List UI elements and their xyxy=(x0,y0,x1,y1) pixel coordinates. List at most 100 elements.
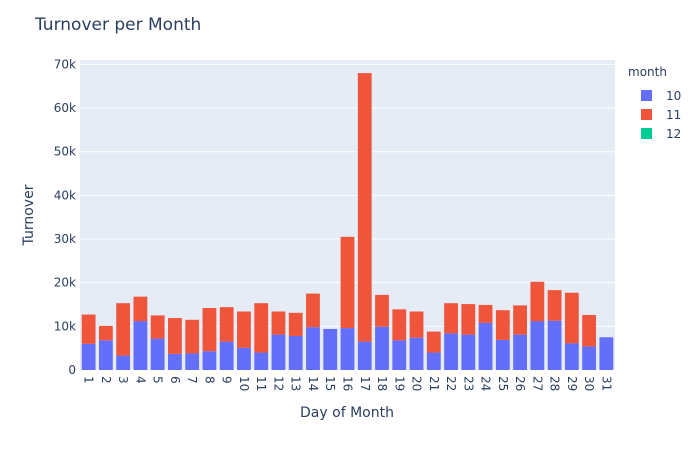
x-tick-label: 15 xyxy=(323,376,337,391)
bar-month-10-day-26 xyxy=(513,334,527,370)
bar-month-10-day-13 xyxy=(288,335,303,370)
x-tick-label: 20 xyxy=(410,376,424,391)
x-tick-label: 21 xyxy=(427,376,441,391)
y-tick-label: 10k xyxy=(54,319,76,333)
bar-month-11-day-20 xyxy=(409,311,424,338)
bar-month-11-day-29 xyxy=(564,292,579,344)
bar-month-10-day-27 xyxy=(530,321,545,370)
x-tick-label: 23 xyxy=(461,376,475,391)
legend-title: month xyxy=(628,65,667,79)
x-tick-label: 9 xyxy=(220,376,234,384)
x-tick-label: 14 xyxy=(306,376,320,391)
x-tick-label: 30 xyxy=(582,376,596,391)
bar-month-11-day-30 xyxy=(582,314,597,347)
bar-month-10-day-23 xyxy=(461,334,476,370)
x-tick-label: 27 xyxy=(530,376,544,391)
bar-month-11-day-21 xyxy=(426,331,441,353)
bar-month-10-day-3 xyxy=(116,355,131,370)
bar-month-10-day-8 xyxy=(202,351,217,370)
bar-month-11-day-26 xyxy=(513,305,527,335)
x-tick-label: 17 xyxy=(358,376,372,391)
x-tick-label: 31 xyxy=(599,376,613,391)
bar-month-10-day-2 xyxy=(98,340,113,370)
x-tick-label: 18 xyxy=(375,376,389,391)
bar-month-11-day-10 xyxy=(237,311,251,348)
bar-month-11-day-3 xyxy=(116,303,131,356)
bar-month-10-day-17 xyxy=(357,341,372,370)
bar-month-10-day-22 xyxy=(444,333,458,370)
bar-month-11-day-27 xyxy=(530,281,545,322)
x-tick-label: 24 xyxy=(479,376,493,391)
bar-month-11-day-19 xyxy=(392,309,407,341)
bar-month-11-day-17 xyxy=(357,73,372,342)
bar-month-10-day-12 xyxy=(271,334,286,370)
y-tick-label: 40k xyxy=(54,188,76,202)
bar-month-10-day-20 xyxy=(409,337,424,370)
bar-month-11-day-8 xyxy=(202,308,217,352)
bar-month-10-day-9 xyxy=(219,341,234,370)
x-tick-label: 22 xyxy=(444,376,458,391)
bar-month-10-day-15 xyxy=(323,328,338,370)
bar-month-11-day-11 xyxy=(254,303,269,353)
x-tick-label: 26 xyxy=(513,376,527,391)
x-tick-label: 12 xyxy=(271,376,285,391)
bar-month-10-day-28 xyxy=(547,320,562,370)
legend-items: 10 11 12 xyxy=(641,89,681,141)
x-tick-label: 6 xyxy=(168,376,182,384)
y-tick-label: 20k xyxy=(54,276,76,290)
x-tick-label: 25 xyxy=(496,376,510,391)
bar-month-11-day-9 xyxy=(219,307,234,342)
bar-month-10-day-18 xyxy=(375,326,389,370)
bars-group xyxy=(81,73,614,370)
bar-month-10-day-31 xyxy=(599,337,614,370)
x-tick-label: 4 xyxy=(133,376,147,384)
bar-month-10-day-4 xyxy=(133,321,148,370)
bar-month-11-day-4 xyxy=(133,296,148,322)
x-axis-ticks: 1 2 3 4 5 6 7 8 9 10 11 12 13 14 15 16 17 18 19 20 21 22 23 24 2… xyxy=(82,376,614,391)
bar-month-10-day-29 xyxy=(564,343,579,370)
bar-month-10-day-5 xyxy=(150,338,165,370)
legend-item-label: 11 xyxy=(666,108,681,122)
bar-month-10-day-24 xyxy=(478,322,493,370)
bar-month-10-day-21 xyxy=(426,352,441,370)
legend-swatch xyxy=(641,90,652,101)
x-tick-label: 28 xyxy=(548,376,562,391)
bar-month-10-day-10 xyxy=(237,347,251,370)
bar-month-11-day-22 xyxy=(444,303,458,334)
bar-month-10-day-11 xyxy=(254,352,269,370)
bar-month-11-day-2 xyxy=(98,325,113,341)
bar-month-11-day-7 xyxy=(185,319,200,354)
bar-month-11-day-28 xyxy=(547,290,562,321)
x-tick-label: 16 xyxy=(341,376,355,391)
bar-month-10-day-30 xyxy=(582,346,597,370)
bar-month-11-day-6 xyxy=(168,318,182,354)
legend-swatch xyxy=(641,109,652,120)
bar-month-10-day-7 xyxy=(185,353,200,370)
x-tick-label: 8 xyxy=(202,376,216,384)
bar-month-11-day-5 xyxy=(150,315,165,339)
x-tick-label: 7 xyxy=(185,376,199,384)
bar-month-11-day-18 xyxy=(375,294,389,327)
bar-month-11-day-24 xyxy=(478,304,493,323)
x-axis-label: Day of Month xyxy=(300,405,394,421)
bar-month-11-day-1 xyxy=(81,314,96,344)
bar-month-11-day-16 xyxy=(340,236,355,329)
x-tick-label: 3 xyxy=(116,376,130,384)
x-tick-label: 29 xyxy=(565,376,579,391)
x-tick-label: 10 xyxy=(237,376,251,391)
y-tick-label: 30k xyxy=(54,232,76,246)
bar-month-10-day-14 xyxy=(306,327,320,370)
chart-title: Turnover per Month xyxy=(34,15,201,35)
bar-month-10-day-19 xyxy=(392,340,407,370)
y-tick-label: 0 xyxy=(68,363,76,377)
bar-month-11-day-23 xyxy=(461,304,476,335)
x-tick-label: 19 xyxy=(392,376,406,391)
bar-month-11-day-12 xyxy=(271,311,286,335)
y-tick-label: 60k xyxy=(54,101,76,115)
bar-month-11-day-13 xyxy=(288,312,303,336)
x-tick-label: 5 xyxy=(151,376,165,384)
x-tick-label: 1 xyxy=(82,376,96,384)
bar-month-10-day-6 xyxy=(168,353,182,370)
